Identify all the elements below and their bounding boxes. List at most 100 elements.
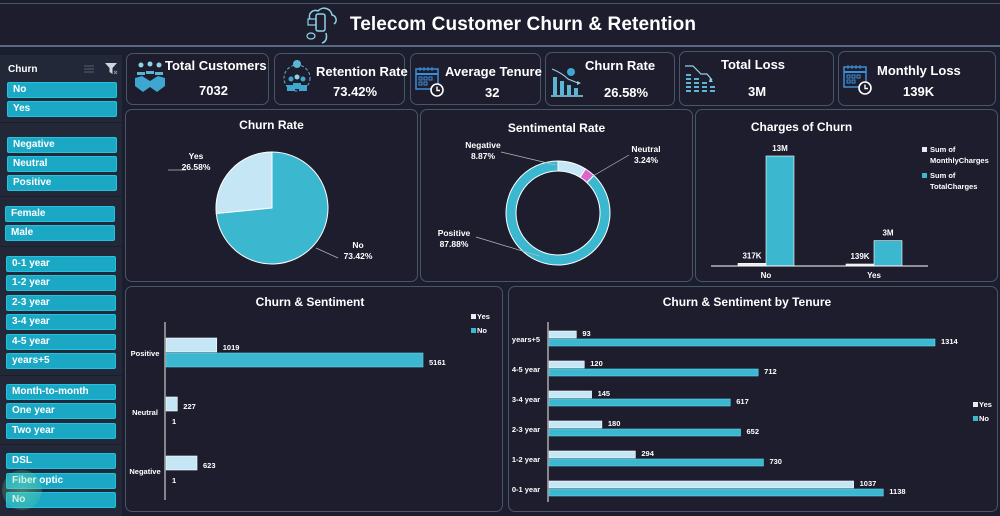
watermark-logo [2,470,42,510]
tenure-bar-chart: years+5 93 1314 4-5 year 120 712 3-4 year 145 61… [512,322,992,502]
legend-label: TotalCharges [930,182,977,191]
data-label: 1314 [941,337,959,346]
chart-title: Churn & Sentiment by Tenure [662,295,832,309]
data-label: 623 [203,461,216,470]
retention-cycle-icon [283,60,311,92]
data-label: 227 [183,402,196,411]
loss-chart-icon [685,65,715,92]
pie-label-yes: Yes [189,151,204,161]
legend-swatch-no [973,416,978,421]
kpi-value: 32 [485,85,500,100]
slicer-sentiment-positive[interactable]: Positive [7,175,117,191]
slicer-churn-no[interactable]: No [7,82,117,98]
kpi-value: 26.58% [604,85,649,100]
slicer-divider [0,375,122,376]
donut-value-negative: 8.87% [471,151,496,161]
data-label: 317K [742,251,761,260]
chart-title: Sentimental Rate [507,121,606,135]
kpi-churn-rate: Churn Rate 26.58% [545,52,675,106]
dashboard-title: Telecom Customer Churn & Retention [349,13,697,35]
slicer-tenure-0-1[interactable]: 0-1 year [6,256,116,272]
kpi-title: Churn Rate [585,58,656,73]
churn-sentiment-bar-chart: Positive10195161Neutral2271Negative6231 … [129,312,490,500]
legend-label-no: No [979,414,989,423]
bar-3-4-year-no[interactable] [548,398,731,407]
bar-positive-no[interactable] [165,352,424,368]
bar-1-2-year-no[interactable] [548,458,764,467]
slicer-internet-fiber[interactable]: Fiber optic [6,473,116,489]
calendar-clock-icon [843,65,872,95]
slicer-header: Churn [8,61,118,77]
data-label: 1 [172,417,176,426]
legend-label: Sum of [930,171,956,180]
slicer-sentiment-negative[interactable]: Negative [7,137,117,153]
donut-value-positive: 87.88% [440,239,469,249]
kpi-value: 7032 [199,83,228,98]
donut-label-negative: Negative [465,140,501,150]
slicer-tenure-3-4[interactable]: 3-4 year [6,314,116,330]
kpi-title: Total Loss [721,57,786,72]
dashboard-header: Telecom Customer Churn & Retention [0,3,1000,47]
pie-slice-no[interactable] [215,151,329,265]
legend-label-yes: Yes [477,312,490,321]
donut-value-neutral: 3.24% [634,155,659,165]
y-tick-label: 0-1 year [512,485,540,494]
charges-of-churn-chart-card: Charges of Churn 317K 13M 139K 3M No Yes Su… [695,109,998,282]
bar-neutral-yes[interactable] [165,396,178,412]
bar-years-5-yes[interactable] [548,330,577,339]
slicer-contract-month[interactable]: Month-to-month [6,384,116,400]
kpi-average-tenure: Average Tenure 32 [410,53,542,105]
slicer-gender-male[interactable]: Male [5,225,115,241]
bar-4-5-year-yes[interactable] [548,360,585,369]
slicer-internet-dsl[interactable]: DSL [6,453,116,469]
legend-label-no: No [477,326,487,335]
slicer-sentiment-neutral[interactable]: Neutral [7,156,117,172]
multi-select-icon[interactable] [83,64,95,74]
kpi-title: Monthly Loss [877,63,961,78]
bar-4-5-year-no[interactable] [548,368,759,377]
slicer-churn-yes[interactable]: Yes [7,101,117,117]
slicer-tenure-5-plus[interactable]: years+5 [6,353,116,369]
slicer-internet-no[interactable]: No [6,492,116,508]
legend-swatch-total [922,173,927,178]
data-label: 712 [764,367,777,376]
bar-negative-yes[interactable] [165,455,198,471]
churn-rate-pie: Yes 26.58% No 73.42% [168,151,373,265]
bar-2-3-year-yes[interactable] [548,420,603,429]
slicer-tenure-2-3[interactable]: 2-3 year [6,295,116,311]
kpi-retention-rate: Retention Rate 73.42% [274,53,408,105]
chart-title: Churn Rate [239,118,304,132]
slicer-contract-two-year[interactable]: Two year [6,423,116,439]
bar-0-1-year-yes[interactable] [548,480,854,489]
x-tick-label: No [761,271,772,280]
chart-title: Charges of Churn [750,120,853,134]
bar-1-2-year-yes[interactable] [548,450,636,459]
kpi-title: Total Customers [165,58,267,73]
churn-sentiment-chart-card: Churn & Sentiment Positive 1019 5161 Neutra… [125,286,503,512]
kpi-total-customers: Total Customers 7032 [126,53,269,105]
donut-slice-positive[interactable] [505,160,611,266]
y-tick-label: Positive [131,349,160,358]
bar-0-1-year-no[interactable] [548,488,884,497]
slicer-contract-one-year[interactable]: One year [6,403,116,419]
slicer-tenure-1-2[interactable]: 1-2 year [6,275,116,291]
legend-swatch-monthly [922,147,927,152]
bar-yes-total[interactable] [873,240,903,267]
data-label: 145 [598,389,611,398]
bar-no-total[interactable] [765,155,795,267]
slicer-gender-female[interactable]: Female [5,206,115,222]
data-label: 180 [608,419,621,428]
donut-label-neutral: Neutral [631,144,660,154]
data-label: 139K [850,252,869,261]
data-label: 5161 [429,358,446,367]
handshake-icon [135,61,165,92]
data-label: 1 [172,476,176,485]
leader-line [315,247,339,259]
bar-years-5-no[interactable] [548,338,936,347]
clear-filter-icon[interactable] [105,63,118,75]
bar-positive-yes[interactable] [165,337,218,353]
bar-2-3-year-no[interactable] [548,428,741,437]
bar-3-4-year-yes[interactable] [548,390,592,399]
slicer-tenure-4-5[interactable]: 4-5 year [6,334,116,350]
pie-slice-yes[interactable] [215,151,273,215]
